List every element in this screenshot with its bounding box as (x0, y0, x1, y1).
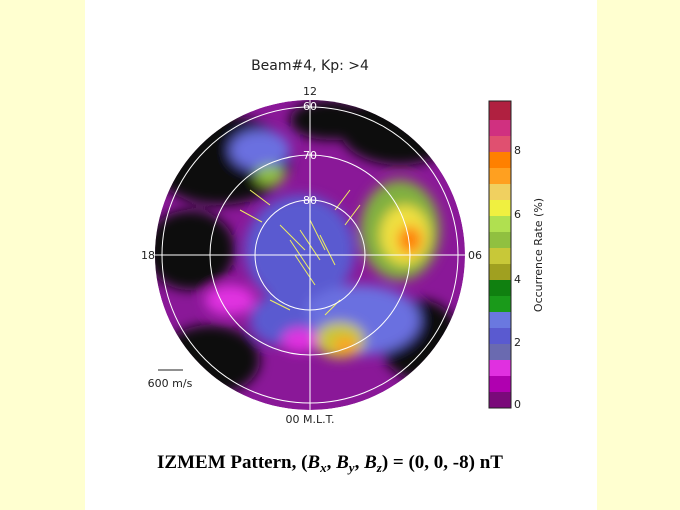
caption-text: , (327, 452, 337, 473)
colorbar-tick: 8 (514, 144, 521, 157)
polar-map (282, 328, 318, 352)
plot-title: Beam#4, Kp: >4 (251, 58, 369, 74)
mlt-label: 06 (468, 249, 482, 262)
polar-map (205, 285, 255, 315)
colorbar (489, 184, 511, 200)
colorbar (489, 296, 511, 312)
caption-text: IZMEM Pattern, ( (157, 452, 307, 473)
flow-vectors (319, 234, 336, 266)
colorbar (489, 136, 511, 152)
colorbar-tick: 2 (514, 336, 521, 349)
colorbar (489, 248, 511, 264)
colorbar (489, 168, 511, 184)
caption-text: B (363, 452, 377, 473)
colorbar (489, 232, 511, 248)
colorbar-tick: 6 (514, 208, 521, 221)
polar-map (255, 165, 285, 185)
colorbar (489, 152, 511, 168)
colorbar (489, 360, 511, 376)
colorbar (488, 100, 512, 409)
latitude-label: 70 (303, 149, 317, 162)
caption-text: x (319, 460, 327, 475)
mlt-label: 00 M.L.T. (285, 413, 334, 426)
colorbar (489, 392, 511, 408)
colorbar (489, 264, 511, 280)
colorbar (489, 101, 511, 120)
flow-vectors (309, 219, 326, 251)
flow-vectors (279, 224, 306, 251)
polar-map (230, 130, 290, 170)
colorbar (489, 200, 511, 216)
polar-grid (150, 95, 470, 415)
flow-vectors (249, 189, 271, 206)
mlt-label: 18 (141, 249, 155, 262)
flow-vectors (294, 254, 316, 286)
colorbar-tick: 4 (514, 273, 521, 286)
mlt-label: 12 (303, 85, 317, 98)
polar-map (333, 337, 357, 353)
colorbar (489, 376, 511, 392)
caption-text: , (355, 452, 365, 473)
caption-text: B (335, 452, 349, 473)
colorbar-tick: 0 (514, 398, 521, 411)
polar-map (155, 210, 235, 290)
colorbar (489, 344, 511, 360)
caption-text: y (347, 460, 355, 475)
caption-text: ) = (0, 0, -8) nT (382, 452, 503, 473)
colorbar (489, 312, 511, 328)
latitude-label: 80 (303, 194, 317, 207)
flow-vectors (269, 299, 291, 311)
colorbar (489, 328, 511, 344)
caption-text: z (376, 460, 383, 475)
flow-vectors (344, 204, 361, 226)
polar-map (245, 195, 355, 305)
scale-label: 600 m/s (148, 377, 193, 390)
colorbar-label: Occurrence Rate (%) (532, 198, 545, 312)
caption: IZMEM Pattern, (Bx, By, Bz) = (0, 0, -8)… (157, 452, 503, 475)
flow-vectors (334, 189, 351, 211)
colorbar (489, 216, 511, 232)
polar-map (398, 226, 422, 254)
colorbar (489, 280, 511, 296)
flow-vectors (239, 209, 263, 223)
colorbar (488, 100, 512, 409)
caption-text: B (306, 452, 320, 473)
colorbar (489, 120, 511, 136)
latitude-label: 60 (303, 100, 317, 113)
